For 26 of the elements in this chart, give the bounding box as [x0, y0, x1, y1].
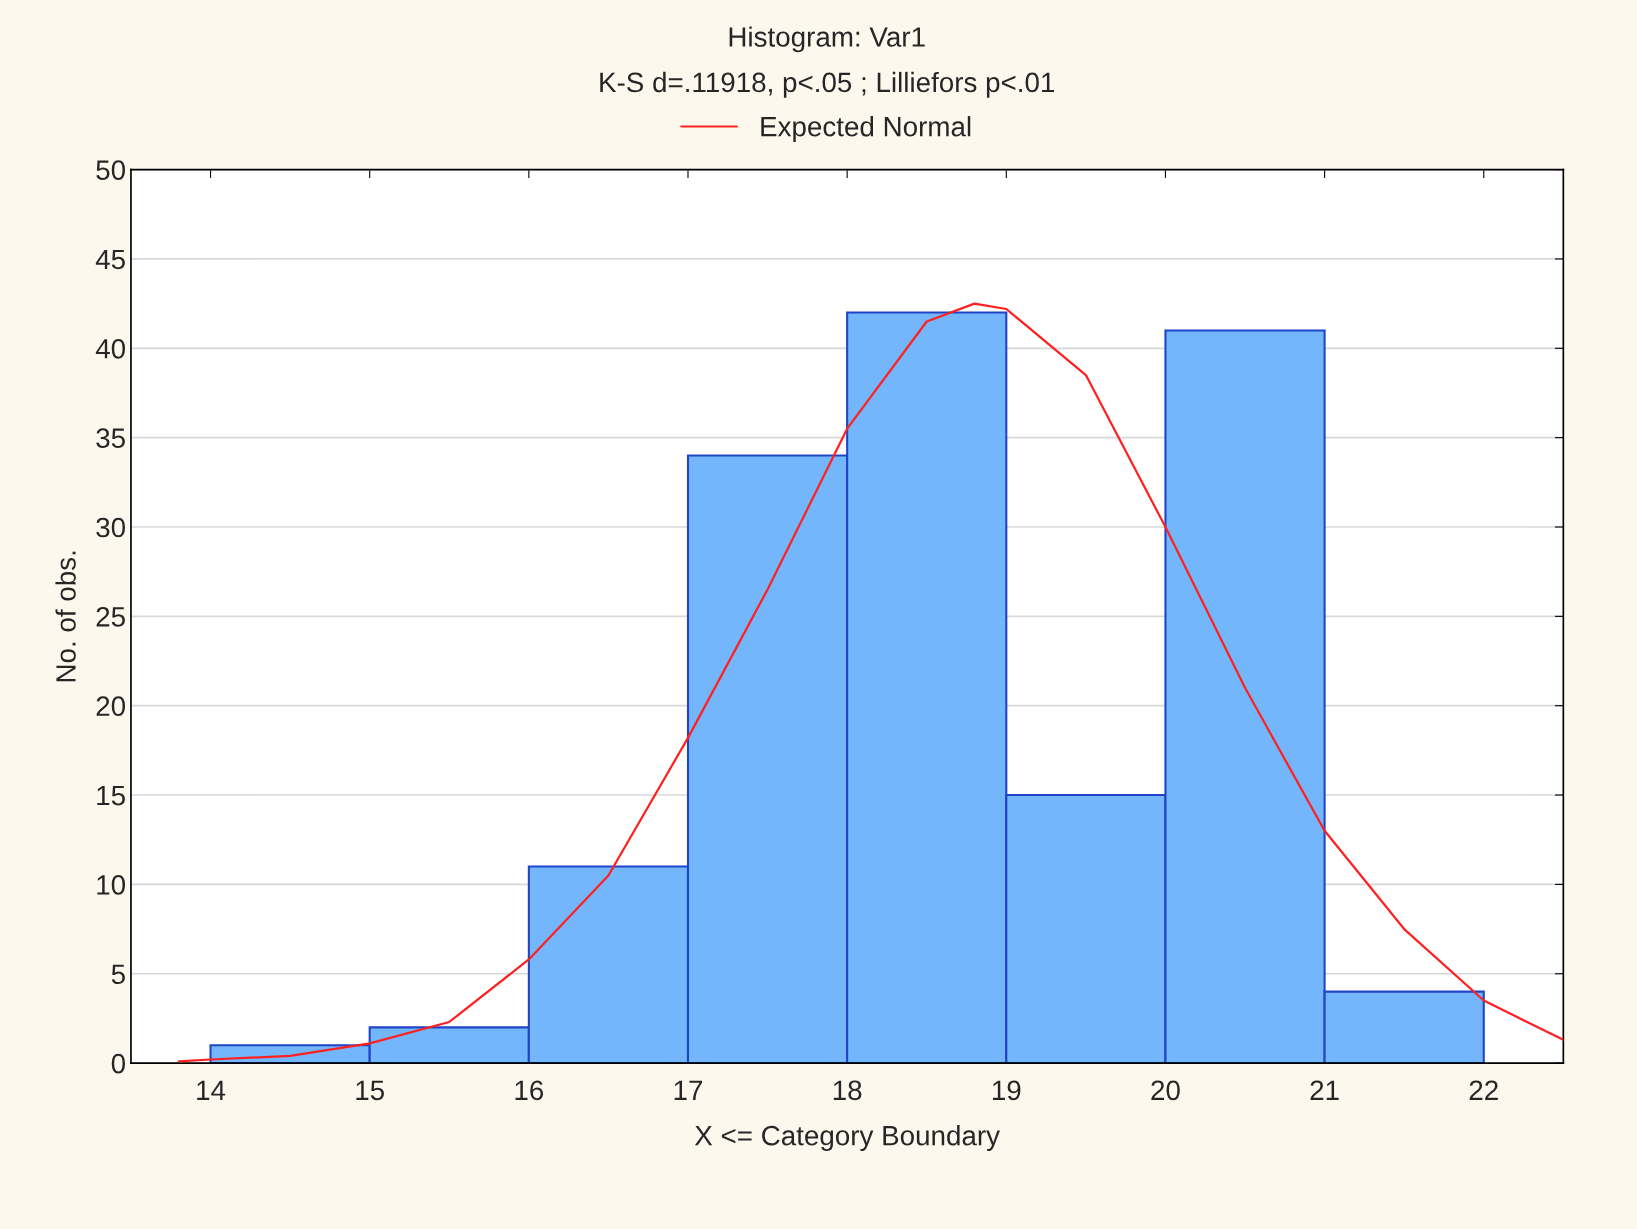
x-tick-label: 14 [197, 1080, 226, 1100]
x-axis-title: X <= Category Boundary [694, 1125, 1000, 1151]
chart-title: Histogram: Var1 [729, 26, 925, 53]
x-tick-label: 17 [674, 1080, 703, 1100]
x-tick-label: 22 [1469, 1080, 1498, 1100]
chart-subtitle: K-S d=.11918, p<.05 ; Lilliefors p<.01 [600, 71, 1055, 98]
y-axis-title: No. of obs. [55, 551, 76, 682]
y-tick-label: 40 [95, 338, 126, 359]
y-tick-label: 10 [97, 875, 126, 895]
y-tick-label: 20 [96, 696, 126, 717]
line-series [177, 302, 1564, 1063]
x-tick-label: 16 [515, 1080, 544, 1101]
x-tick-label: 18 [833, 1080, 862, 1101]
y-tick-label: 45 [95, 249, 125, 270]
y-tick-label: 50 [96, 160, 126, 180]
x-tick-label: 19 [992, 1080, 1021, 1101]
y-tick-label: 25 [96, 607, 125, 627]
y-tick-label: 15 [97, 785, 125, 806]
x-tick-label: 20 [1151, 1080, 1180, 1101]
y-tick-label: 0 [111, 1053, 126, 1074]
legend-label: Expected Normal [761, 116, 971, 142]
y-tick-label: 5 [111, 964, 125, 985]
x-tick-label: 21 [1310, 1080, 1339, 1100]
y-tick-label: 35 [96, 428, 125, 448]
y-tick-label: 30 [96, 517, 126, 538]
x-tick-label: 15 [356, 1080, 384, 1101]
